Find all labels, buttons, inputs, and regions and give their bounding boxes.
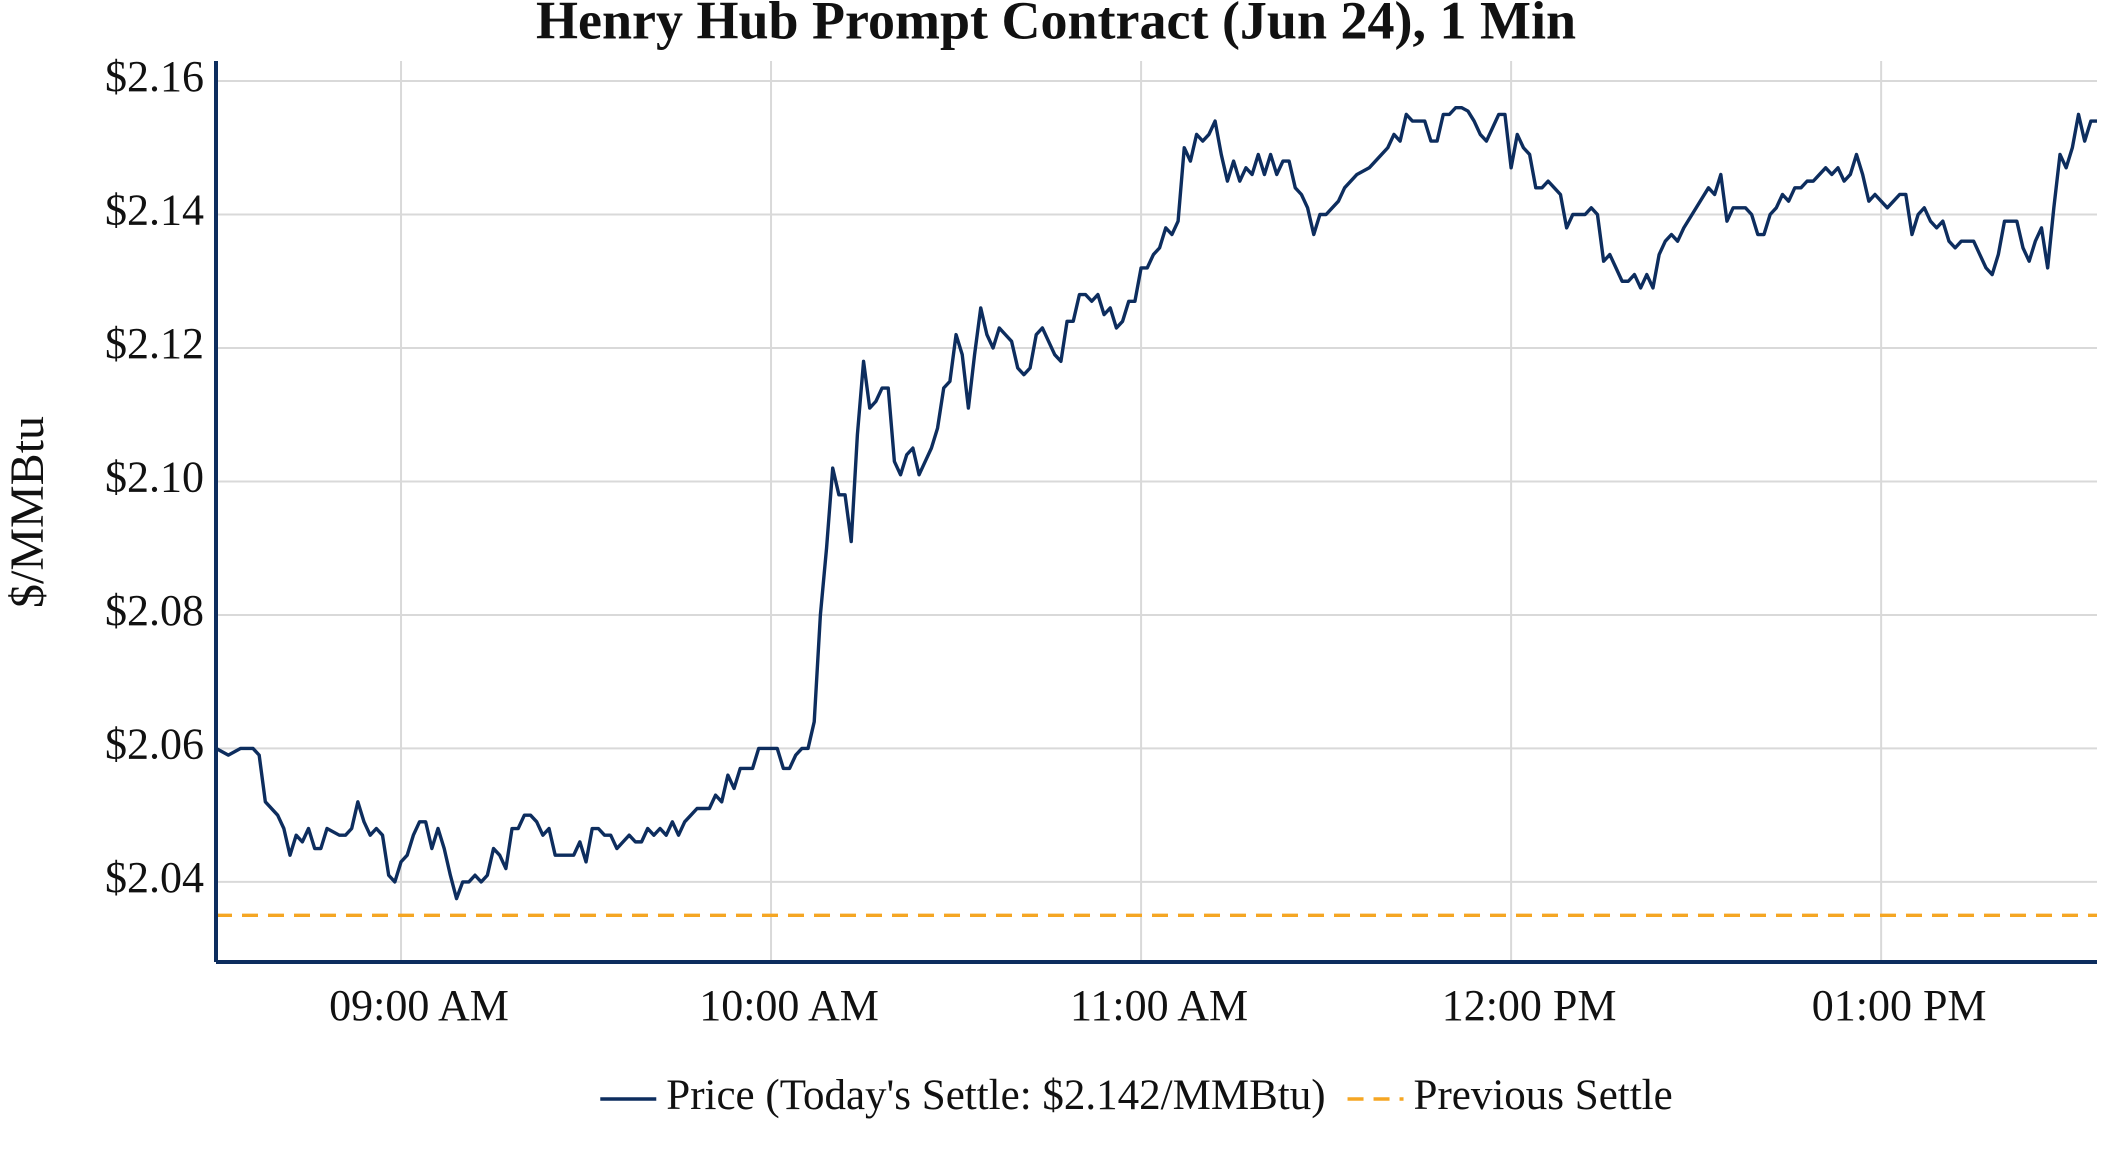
x-tick-label: 09:00 AM <box>329 981 509 1030</box>
price-line <box>215 106 2097 901</box>
y-axis-label: $/MMBtu <box>1 416 54 608</box>
y-tick-label: $2.14 <box>105 186 204 235</box>
y-tick-label: $2.04 <box>105 853 204 902</box>
y-tick-label: $2.06 <box>105 720 204 769</box>
y-tick-label: $2.12 <box>105 319 204 368</box>
legend: Price (Today's Settle: $2.142/MMBtu) Prev… <box>600 1072 1673 1119</box>
x-tick-label: 01:00 PM <box>1812 981 1987 1030</box>
legend-label: Price (Today's Settle: $2.142/MMBtu) <box>666 1072 1325 1119</box>
x-tick-label: 10:00 AM <box>699 981 879 1030</box>
x-tick-label: 11:00 AM <box>1070 981 1248 1030</box>
y-tick-label: $2.08 <box>105 586 204 635</box>
chart-title: Henry Hub Prompt Contract (Jun 24), 1 Mi… <box>536 0 1576 50</box>
legend-label: Previous Settle <box>1414 1072 1673 1119</box>
x-tick-label: 12:00 PM <box>1442 981 1617 1030</box>
grid <box>216 61 2097 962</box>
y-tick-label: $2.16 <box>105 52 204 101</box>
y-tick-label: $2.10 <box>105 453 204 502</box>
